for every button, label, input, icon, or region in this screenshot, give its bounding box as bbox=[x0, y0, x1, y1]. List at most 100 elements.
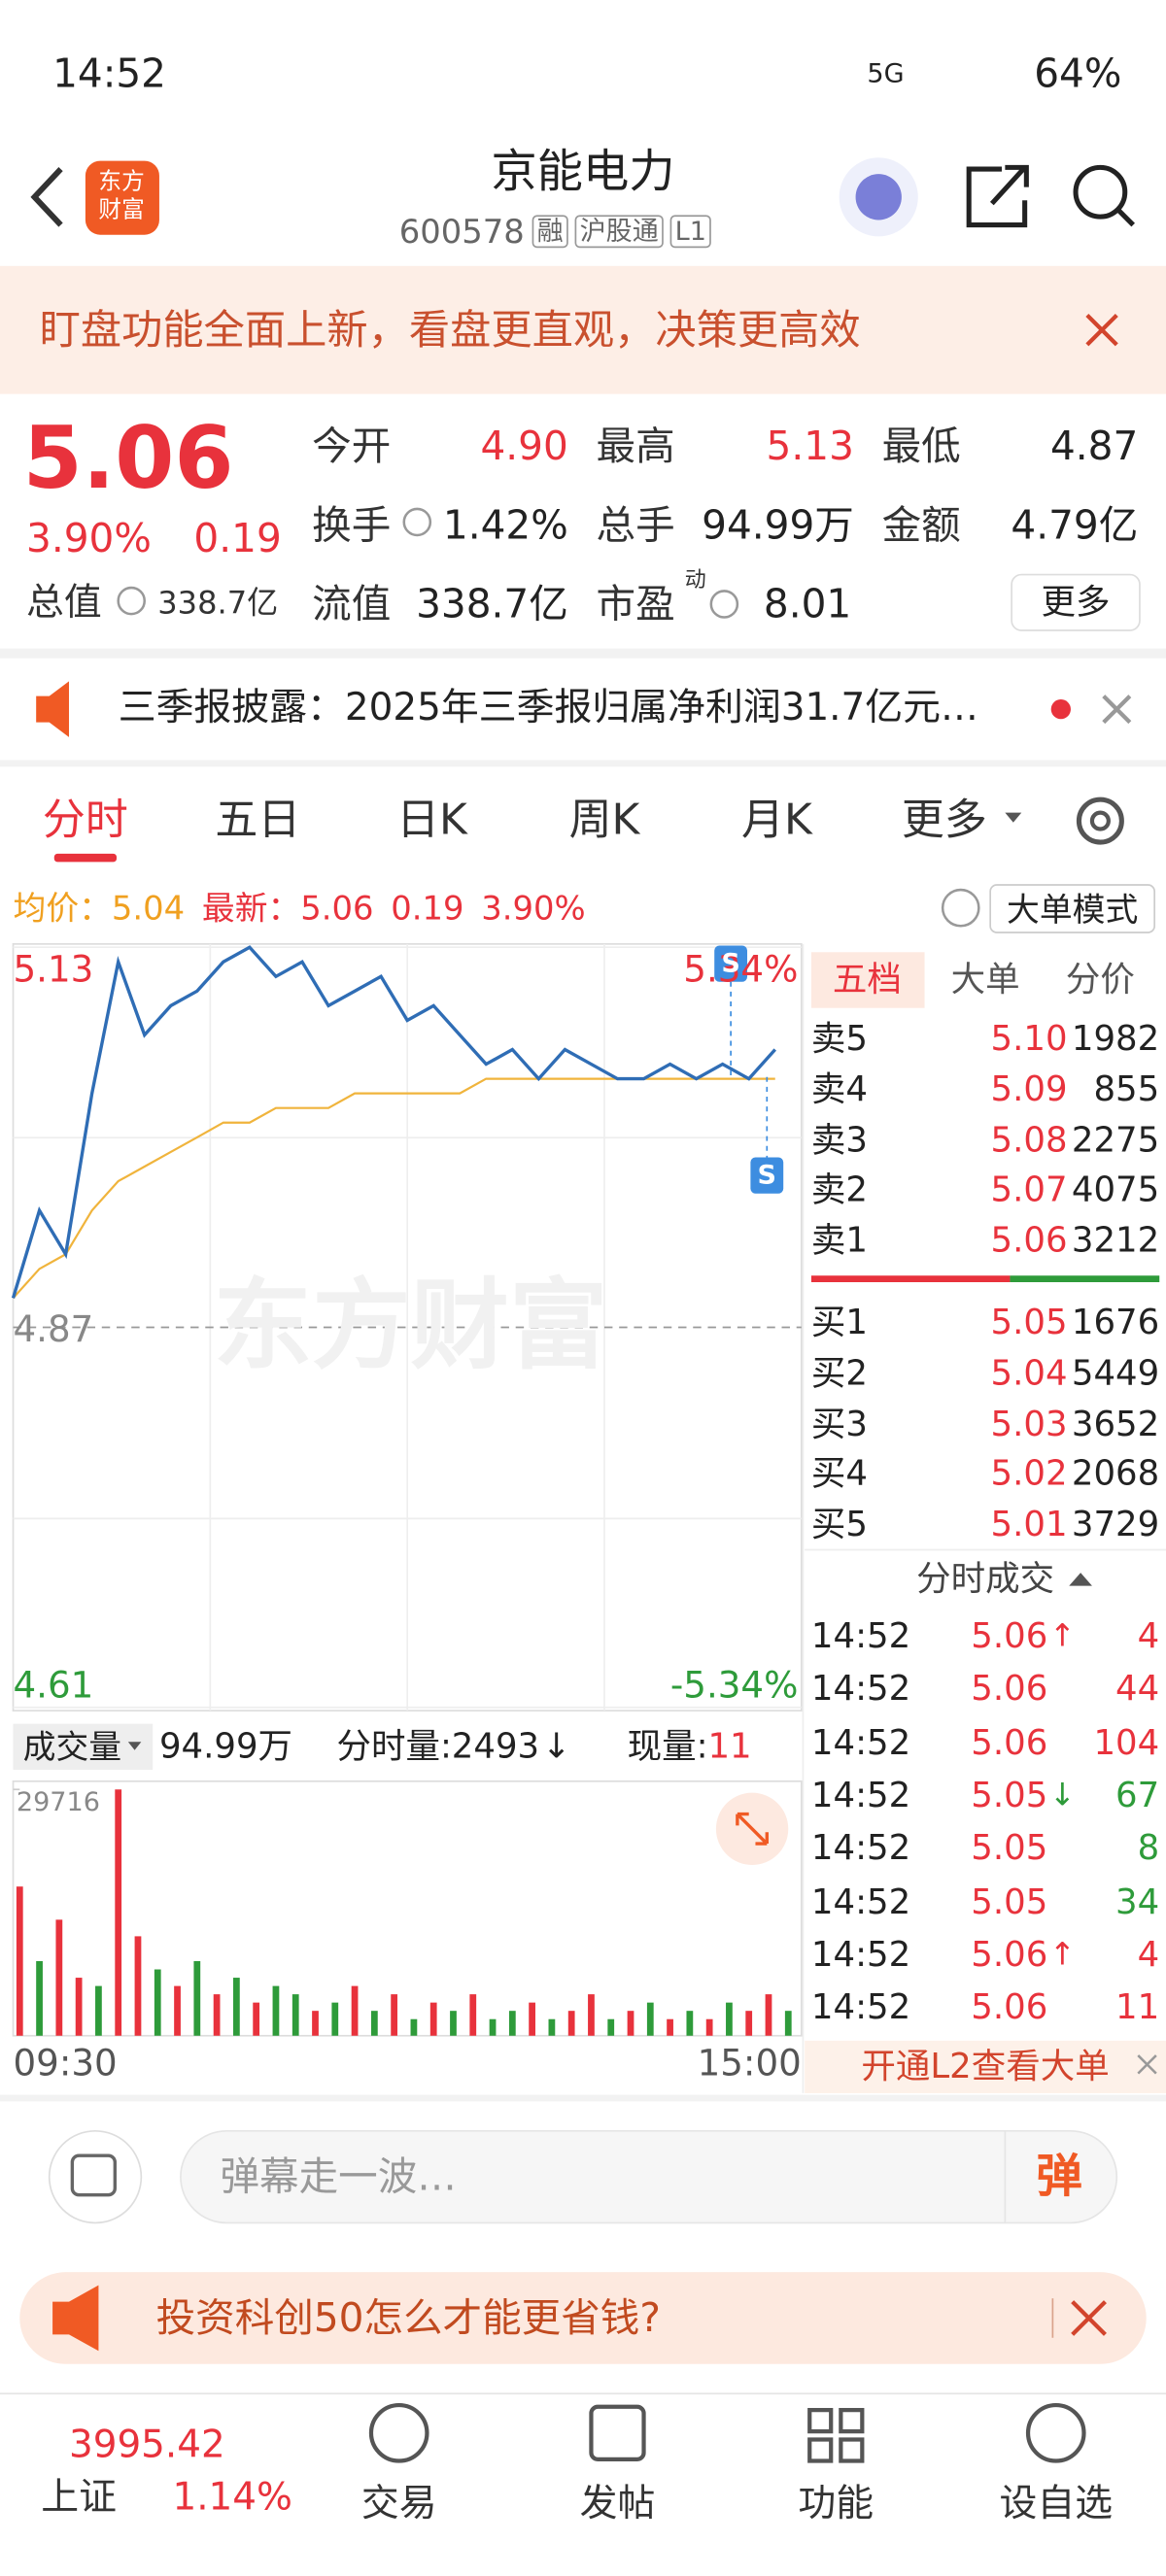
trade-price: 5.05 bbox=[971, 1881, 1048, 1921]
upgrade-bg[interactable] bbox=[805, 2040, 1166, 2093]
stat-label: 最低 bbox=[881, 424, 961, 470]
order-tab[interactable]: 五档 bbox=[832, 959, 902, 1000]
function-icon[interactable] bbox=[807, 2408, 865, 2463]
volume-bar bbox=[154, 1969, 161, 2036]
index-name[interactable]: 上证 bbox=[41, 2476, 118, 2520]
signal-marker bbox=[714, 945, 748, 982]
book-volume: 3652 bbox=[1071, 1404, 1160, 1443]
volume-bar bbox=[450, 2011, 457, 2036]
comment-icon[interactable] bbox=[48, 2129, 143, 2224]
volume-bar bbox=[331, 2002, 339, 2036]
upgrade-text[interactable]: 开通L2查看大单 bbox=[861, 2046, 1110, 2086]
search-icon[interactable] bbox=[1073, 164, 1128, 220]
chart-tab[interactable]: 五日 bbox=[215, 796, 301, 846]
book-price: 5.01 bbox=[990, 1505, 1068, 1544]
index-change[interactable]: 1.14% bbox=[172, 2476, 292, 2520]
chart-tab[interactable]: 周K bbox=[568, 796, 640, 846]
volume-bar bbox=[312, 2011, 319, 2036]
book-price: 5.09 bbox=[990, 1068, 1068, 1109]
book-label: 买5 bbox=[810, 1505, 869, 1544]
book-volume: 2068 bbox=[1071, 1454, 1160, 1494]
volume-bar bbox=[429, 2002, 437, 2036]
change: 0.19 bbox=[193, 515, 282, 562]
ad-close[interactable] bbox=[1071, 2300, 1107, 2336]
search-icon-handle bbox=[1116, 208, 1135, 227]
nav-item[interactable]: 发帖 bbox=[579, 2483, 656, 2526]
comment-icon-inner bbox=[70, 2153, 118, 2197]
ad-text[interactable]: 投资科创50怎么才能更省钱? bbox=[155, 2294, 661, 2342]
info-icon[interactable] bbox=[402, 507, 432, 537]
banner-bg bbox=[0, 265, 1166, 394]
volume-bar bbox=[529, 2002, 535, 2036]
book-price: 5.06 bbox=[990, 1220, 1068, 1261]
volume-bar bbox=[410, 2018, 418, 2036]
nav-item[interactable]: 设自选 bbox=[999, 2483, 1114, 2526]
volume-bar bbox=[726, 2002, 733, 2036]
info-icon[interactable] bbox=[709, 590, 739, 619]
x-tick-label: 09:30 bbox=[13, 2044, 118, 2085]
ad-megaphone bbox=[52, 2285, 99, 2352]
book-label: 卖5 bbox=[810, 1018, 869, 1059]
news-text[interactable]: 三季报披露：2025年三季报归属净利润31.7亿元… bbox=[118, 687, 978, 730]
tab-underline bbox=[53, 853, 118, 863]
volume-bar bbox=[548, 2018, 556, 2036]
chart-tab[interactable]: 月K bbox=[741, 796, 812, 846]
expand-icon bbox=[736, 1812, 769, 1846]
volume-selector-bg[interactable] bbox=[13, 1723, 154, 1770]
trade-price: 5.05 bbox=[971, 1828, 1048, 1868]
upgrade-close[interactable] bbox=[1137, 2054, 1157, 2075]
post-icon[interactable] bbox=[589, 2404, 646, 2461]
back-icon[interactable] bbox=[30, 167, 63, 227]
chart-tab[interactable]: 分时 bbox=[42, 796, 128, 846]
chart-tab[interactable]: 日K bbox=[396, 796, 467, 846]
ad-bg[interactable] bbox=[19, 2272, 1147, 2364]
more-button-text[interactable]: 更多 bbox=[1041, 582, 1111, 622]
volume-bar bbox=[508, 2011, 516, 2036]
watchlist-icon[interactable] bbox=[1025, 2402, 1086, 2463]
status-battery: 64% bbox=[1034, 51, 1122, 97]
stock-tag: 沪股通 bbox=[574, 215, 664, 249]
news-dot bbox=[1050, 699, 1071, 720]
help-icon[interactable] bbox=[941, 888, 980, 928]
trades-title[interactable]: 分时成交 bbox=[916, 1558, 1055, 1599]
volume-selector[interactable]: 成交量 bbox=[22, 1727, 122, 1767]
book-price: 5.10 bbox=[990, 1018, 1068, 1059]
comment-placeholder[interactable]: 弹幕走一波… bbox=[220, 2153, 457, 2200]
mode-button[interactable] bbox=[989, 884, 1156, 933]
book-label: 卖3 bbox=[810, 1119, 869, 1160]
nav-item[interactable]: 功能 bbox=[798, 2483, 874, 2526]
trade-volume: 4 bbox=[1137, 1934, 1160, 1975]
share-icon[interactable] bbox=[966, 164, 1029, 228]
stat-label: 总手 bbox=[596, 502, 675, 549]
stat-value: 8.01 bbox=[763, 581, 852, 627]
volume-bar bbox=[588, 1994, 595, 2036]
stock-tag: 融 bbox=[532, 215, 568, 249]
comment-input[interactable] bbox=[180, 2129, 1118, 2224]
trade-volume: 34 bbox=[1115, 1881, 1160, 1921]
index-value[interactable]: 3995.42 bbox=[68, 2423, 225, 2467]
volume-bar bbox=[607, 2018, 615, 2036]
settings-icon[interactable] bbox=[1076, 797, 1124, 845]
banner-close[interactable] bbox=[1085, 314, 1118, 347]
stat-label: 金额 bbox=[881, 502, 961, 549]
trade-icon[interactable] bbox=[368, 2402, 429, 2463]
info-icon[interactable] bbox=[117, 586, 147, 616]
logo-text: 东方财富 bbox=[98, 169, 145, 223]
danmaku-button[interactable]: 弹 bbox=[1036, 2149, 1082, 2204]
banner-text[interactable]: 盯盘功能全面上新，看盘更直观，决策更高效 bbox=[39, 306, 861, 355]
order-tab[interactable]: 分价 bbox=[1065, 959, 1135, 1000]
order-tab[interactable]: 大单 bbox=[950, 959, 1020, 1000]
mode-button-text[interactable]: 大单模式 bbox=[1007, 890, 1139, 930]
period-arrow: ↓ bbox=[541, 1726, 571, 1766]
trade-volume: 4 bbox=[1137, 1615, 1160, 1656]
trade-volume: 104 bbox=[1093, 1722, 1160, 1762]
book-price: 5.04 bbox=[990, 1353, 1068, 1393]
nav-item[interactable]: 交易 bbox=[360, 2483, 437, 2526]
chart-tab[interactable]: 更多 bbox=[901, 796, 987, 846]
more-button[interactable] bbox=[1011, 573, 1141, 631]
news-close[interactable] bbox=[1102, 695, 1132, 725]
trade-volume: 67 bbox=[1115, 1775, 1160, 1815]
trade-time: 14:52 bbox=[810, 1722, 911, 1762]
signal-marker bbox=[750, 1157, 784, 1194]
period-volume: 2493 bbox=[451, 1726, 540, 1766]
